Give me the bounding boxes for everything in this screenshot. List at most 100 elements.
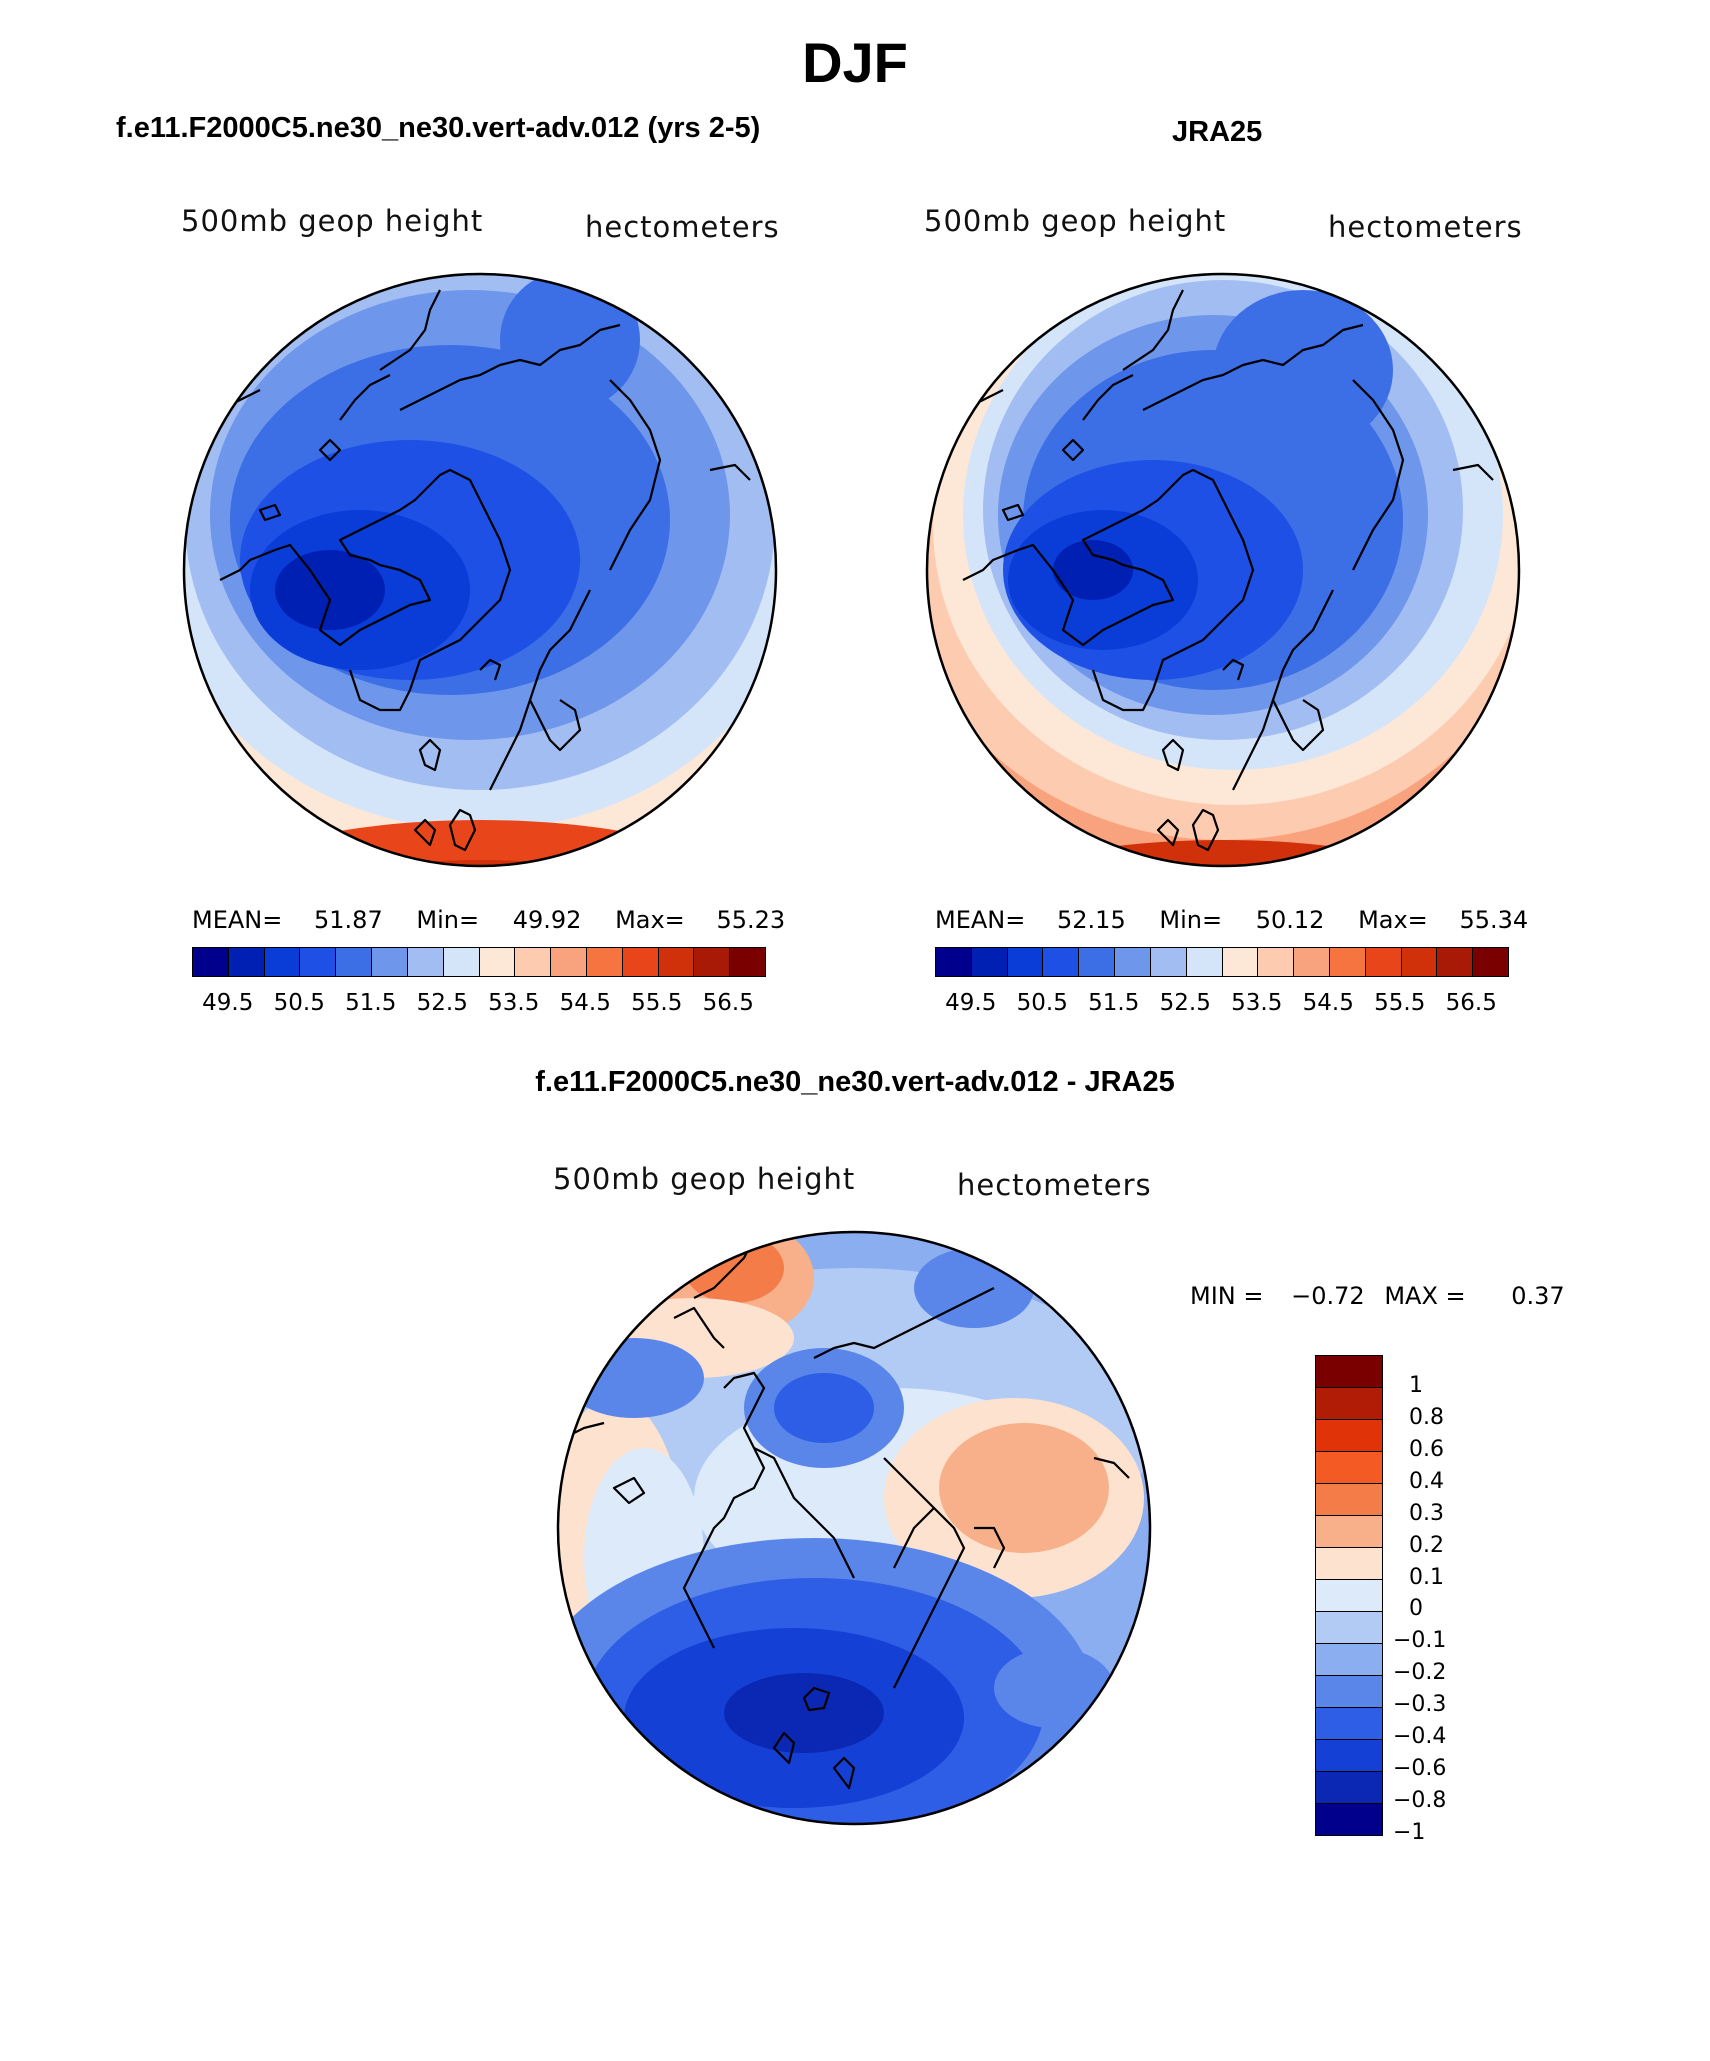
colorbar-swatch <box>228 948 265 976</box>
colorbar-swatch <box>1316 1484 1382 1516</box>
colorbar-tick-label: −0.1 <box>1393 1628 1447 1654</box>
colorbar-swatch <box>1316 1804 1382 1835</box>
colorbar-swatch <box>1316 1772 1382 1804</box>
colorbar-swatch <box>1316 1388 1382 1420</box>
colorbar-tick-label: 49.5 <box>945 990 997 1016</box>
colorbar-tick-label: 50.5 <box>273 990 325 1016</box>
colorbar-swatch <box>586 948 623 976</box>
panel-2-stats: MEAN= 52.15 Min= 50.12 Max= 55.34 <box>935 906 1528 934</box>
colorbar-tick-label: 54.5 <box>1302 990 1354 1016</box>
panel-2-variable-label: 500mb geop height <box>924 204 1227 238</box>
max-value: 0.37 <box>1511 1282 1565 1310</box>
colorbar-swatch <box>1258 948 1295 976</box>
colorbar-tick-label: 0.4 <box>1409 1468 1444 1494</box>
colorbar-swatch <box>1316 1580 1382 1612</box>
max-label: Max= <box>615 906 685 934</box>
colorbar-swatch <box>407 948 444 976</box>
panel-2-units-label: hectometers <box>1328 210 1523 244</box>
colorbar-swatch <box>1316 1708 1382 1740</box>
colorbar-swatch <box>1316 1676 1382 1708</box>
colorbar-swatch <box>1007 948 1044 976</box>
colorbar-tick-label: 53.5 <box>1231 990 1283 1016</box>
panel-1-colorbar-ticks: 49.5 50.5 51.5 52.5 53.5 54.5 55.5 56.5 <box>192 990 764 1020</box>
colorbar-swatch <box>1115 948 1151 976</box>
colorbar-tick-label: 0.8 <box>1409 1404 1444 1430</box>
colorbar-tick-label: 0.6 <box>1409 1436 1444 1462</box>
min-value: −0.72 <box>1291 1282 1365 1310</box>
colorbar-tick-label: 53.5 <box>488 990 540 1016</box>
colorbar-tick-label: −0.2 <box>1393 1660 1447 1686</box>
colorbar-tick-label: 56.5 <box>702 990 754 1016</box>
colorbar-swatch <box>372 948 408 976</box>
colorbar-swatch <box>336 948 373 976</box>
colorbar-swatch <box>1294 948 1330 976</box>
colorbar-swatch <box>1365 948 1402 976</box>
colorbar-swatch <box>1316 1516 1382 1548</box>
panel-1-variable-label: 500mb geop height <box>181 204 484 238</box>
diff-panel-stats: MIN = −0.72 MAX = 0.37 <box>1190 1282 1565 1310</box>
colorbar-swatch <box>1079 948 1116 976</box>
colorbar-tick-label: −0.8 <box>1393 1788 1447 1814</box>
colorbar-tick-label: 51.5 <box>1088 990 1140 1016</box>
colorbar-tick-label: 52.5 <box>1159 990 1211 1016</box>
colorbar-tick-label: 0 <box>1409 1596 1423 1622</box>
diff-panel-polar-map <box>556 1230 1152 1826</box>
colorbar-swatch <box>936 948 972 976</box>
colorbar-swatch <box>694 948 731 976</box>
colorbar-swatch <box>1473 948 1508 976</box>
colorbar-swatch <box>971 948 1008 976</box>
colorbar-swatch <box>193 948 229 976</box>
colorbar-tick-label: −0.3 <box>1393 1692 1447 1718</box>
panel-2-polar-map <box>925 272 1521 868</box>
colorbar-swatch <box>551 948 587 976</box>
colorbar-swatch <box>479 948 516 976</box>
colorbar-swatch <box>1401 948 1438 976</box>
min-value: 49.92 <box>512 906 582 934</box>
colorbar-swatch <box>1316 1420 1382 1452</box>
colorbar-swatch <box>264 948 301 976</box>
colorbar-tick-label: 0.3 <box>1409 1500 1444 1526</box>
colorbar-swatch <box>1316 1356 1382 1388</box>
mean-value: 52.15 <box>1057 906 1126 934</box>
max-value: 55.34 <box>1459 906 1529 934</box>
colorbar-swatch <box>622 948 659 976</box>
mean-label: MEAN= <box>192 906 283 934</box>
colorbar-tick-label: 0.2 <box>1409 1532 1444 1558</box>
colorbar-swatch <box>515 948 552 976</box>
colorbar-tick-label: −0.4 <box>1393 1724 1447 1750</box>
mean-label: MEAN= <box>935 906 1026 934</box>
panel-1-polar-map <box>182 272 778 868</box>
colorbar-tick-label: 52.5 <box>416 990 468 1016</box>
min-value: 50.12 <box>1255 906 1325 934</box>
mean-value: 51.87 <box>314 906 383 934</box>
colorbar-swatch <box>1316 1740 1382 1772</box>
colorbar-swatch <box>1316 1612 1382 1644</box>
max-value: 55.23 <box>716 906 786 934</box>
colorbar-tick-label: 1 <box>1409 1372 1423 1398</box>
colorbar-swatch <box>1222 948 1259 976</box>
colorbar-swatch <box>1316 1644 1382 1676</box>
colorbar-swatch <box>1437 948 1474 976</box>
page-title: DJF <box>802 31 908 94</box>
colorbar-tick-label: 55.5 <box>1374 990 1426 1016</box>
min-label: MIN = <box>1190 1282 1264 1310</box>
diff-panel-variable-label: 500mb geop height <box>553 1162 856 1196</box>
panel-1-stats: MEAN= 51.87 Min= 49.92 Max= 55.23 <box>192 906 785 934</box>
colorbar-swatch <box>1316 1548 1382 1580</box>
colorbar-tick-label: 0.1 <box>1409 1564 1444 1590</box>
panel-2-title: JRA25 <box>1172 116 1263 148</box>
diff-colorbar-ticks: 1 0.8 0.6 0.4 0.3 0.2 0.1 0 −0.1 −0.2 −0.3 −0.4 −0.6… <box>1393 1355 1515 1845</box>
colorbar-tick-label: 49.5 <box>202 990 254 1016</box>
panel-1-title: f.e11.F2000C5.ne30_ne30.vert-adv.012 (yr… <box>116 112 761 144</box>
panel-1-units-label: hectometers <box>585 210 780 244</box>
colorbar-tick-label: 55.5 <box>631 990 683 1016</box>
colorbar-tick-label: 56.5 <box>1445 990 1497 1016</box>
colorbar-swatch <box>300 948 337 976</box>
min-label: Min= <box>416 906 480 934</box>
diff-panel-units-label: hectometers <box>957 1168 1152 1202</box>
colorbar-tick-label: 50.5 <box>1016 990 1068 1016</box>
colorbar-tick-label: −0.6 <box>1393 1756 1447 1782</box>
max-label: Max= <box>1358 906 1428 934</box>
colorbar-swatch <box>443 948 480 976</box>
min-label: Min= <box>1159 906 1223 934</box>
